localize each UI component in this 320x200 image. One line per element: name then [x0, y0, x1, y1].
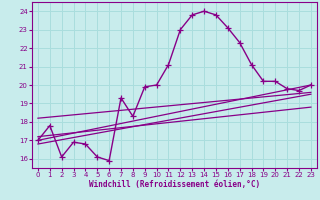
- X-axis label: Windchill (Refroidissement éolien,°C): Windchill (Refroidissement éolien,°C): [89, 180, 260, 189]
